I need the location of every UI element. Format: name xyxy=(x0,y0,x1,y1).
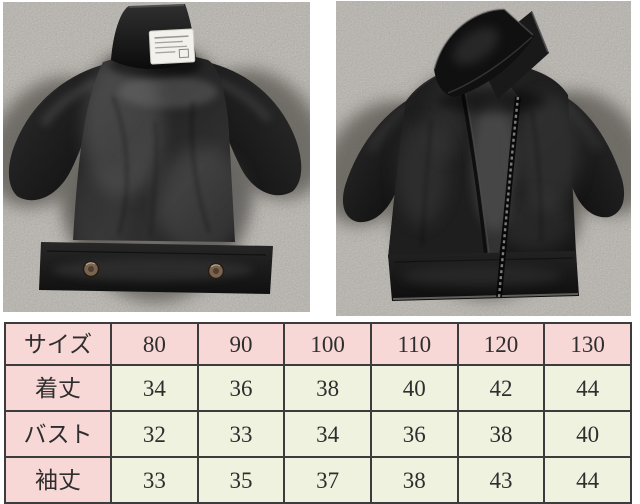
bust-value: 40 xyxy=(543,410,632,458)
body-wrinkles xyxy=(420,110,543,246)
sleeve-value: 37 xyxy=(283,456,372,504)
size-table-header-row: サイズ 80 90 100 110 120 130 xyxy=(4,322,632,366)
sleeve-value: 44 xyxy=(543,456,632,504)
size-column-header: 120 xyxy=(456,322,546,366)
bust-value: 32 xyxy=(110,410,199,458)
length-value: 40 xyxy=(369,364,459,412)
length-value: 36 xyxy=(196,364,286,412)
size-column-header: 90 xyxy=(196,322,286,366)
size-column-header: 80 xyxy=(110,322,199,366)
row-label-bust: バスト xyxy=(4,410,112,458)
hem-button-left xyxy=(82,260,100,278)
sleeve-value: 35 xyxy=(196,456,286,504)
length-value: 42 xyxy=(456,364,546,412)
jacket-left-sleeve xyxy=(342,101,408,223)
bust-value: 33 xyxy=(196,410,286,458)
row-label-length: 着丈 xyxy=(4,364,112,412)
photo-jacket-back-lining xyxy=(3,2,310,312)
bust-value: 38 xyxy=(456,410,546,458)
care-label xyxy=(148,28,196,65)
jacket-left-sleeve xyxy=(8,64,105,201)
jacket-front-illustration xyxy=(336,1,631,316)
bust-value: 34 xyxy=(283,410,372,458)
jacket-right-sleeve xyxy=(207,62,302,196)
sleeve-value: 38 xyxy=(369,456,459,504)
size-column-header: 100 xyxy=(283,322,372,366)
row-label-sleeve: 袖丈 xyxy=(4,456,112,504)
jacket-back-illustration xyxy=(3,2,310,312)
length-value: 44 xyxy=(543,364,632,412)
size-table-row-sleeve: 袖丈 33 35 37 38 43 44 xyxy=(4,456,632,504)
size-table-row-length: 着丈 34 36 38 40 42 44 xyxy=(4,364,632,412)
sleeve-value: 43 xyxy=(456,456,546,504)
photo-jacket-front xyxy=(336,1,631,316)
length-value: 38 xyxy=(283,364,372,412)
jacket-right-sleeve xyxy=(564,96,625,218)
size-column-header: 130 xyxy=(543,322,632,366)
zipper xyxy=(496,96,521,298)
bust-value: 36 xyxy=(369,410,459,458)
size-table: サイズ 80 90 100 110 120 130 着丈 34 36 38 40… xyxy=(4,322,632,504)
length-value: 34 xyxy=(110,364,199,412)
size-column-header: 110 xyxy=(369,322,459,366)
lining-wrinkles xyxy=(111,96,211,235)
sleeve-value: 33 xyxy=(110,456,199,504)
size-table-corner-label: サイズ xyxy=(4,322,112,366)
size-table-row-bust: バスト 32 33 34 36 38 40 xyxy=(4,410,632,458)
hem-button-right xyxy=(207,262,225,280)
